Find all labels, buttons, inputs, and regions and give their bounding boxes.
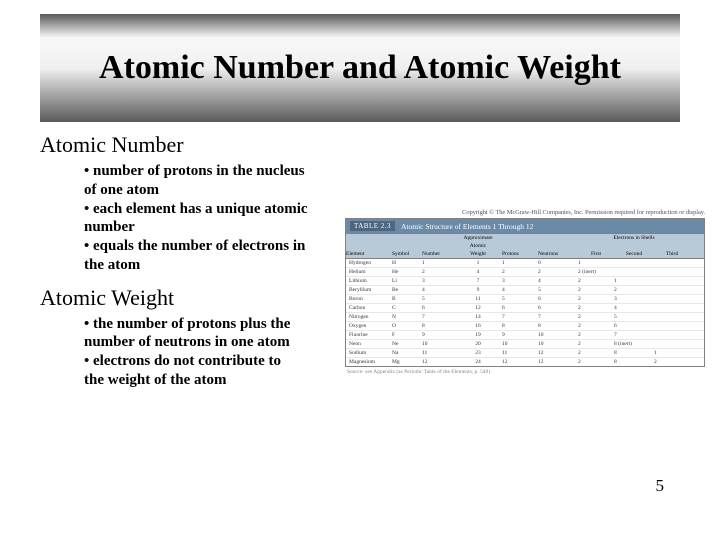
col-aw: Approximate — [454, 234, 502, 242]
table-row: SodiumNa11231112281 — [346, 349, 704, 358]
bullet-item: • each element has a unique atomic numbe… — [84, 200, 319, 238]
col-shells: Electrons in Shells — [578, 234, 690, 242]
bullet-item: • the number of protons plus the number … — [84, 315, 299, 353]
table-row: HydrogenH11101 — [346, 259, 704, 268]
figure-copyright: Copyright © The McGraw-Hill Companies, I… — [345, 209, 705, 216]
bullet-item: • electrons do not contribute to the wei… — [84, 352, 299, 390]
table-row: OxygenO8168826 — [346, 322, 704, 331]
table-row: CarbonC6126624 — [346, 304, 704, 313]
title-banner: Atomic Number and Atomic Weight — [40, 14, 680, 122]
col-second: Second — [614, 250, 654, 258]
table-row: HeliumHe24222 (inert) — [346, 268, 704, 277]
table-row: NitrogenN7147725 — [346, 313, 704, 322]
bullet-item: • number of protons in the nucleus of on… — [84, 162, 319, 200]
figure-footnote: Source: see Appendix (as Periodic Table … — [345, 369, 705, 375]
col-protons: Protons — [502, 250, 538, 258]
bullets-atomic-weight: • the number of protons plus the number … — [84, 315, 299, 390]
col-third: Third — [654, 250, 690, 258]
bullet-item: • equals the number of electrons in the … — [84, 237, 319, 275]
bullets-atomic-number: • number of protons in the nucleus of on… — [84, 162, 319, 275]
page-number: 5 — [656, 476, 665, 496]
col-symbol: Symbol — [392, 250, 422, 258]
table-row: BoronB5115623 — [346, 295, 704, 304]
col-neutrons: Neutrons — [538, 250, 578, 258]
table-row: BerylliumBe494522 — [346, 286, 704, 295]
table-title: Atomic Structure of Elements 1 Through 1… — [401, 222, 533, 231]
table-row: MagnesiumMg12241212282 — [346, 358, 704, 366]
table-figure: Copyright © The McGraw-Hill Companies, I… — [345, 209, 705, 375]
table-row: NeonNe1020101028 (inert) — [346, 340, 704, 349]
section-heading-atomic-number: Atomic Number — [40, 132, 680, 158]
col-element: Element — [346, 250, 392, 258]
slide-title: Atomic Number and Atomic Weight — [99, 48, 621, 87]
table-row: FluorineF91991027 — [346, 331, 704, 340]
table-column-headers: Approximate Electrons in Shells Atomic E… — [346, 234, 704, 259]
atomic-structure-table: TABLE 2.3 Atomic Structure of Elements 1… — [345, 218, 705, 367]
table-body: HydrogenH11101HeliumHe24222 (inert)Lithi… — [346, 259, 704, 366]
table-row: LithiumLi373421 — [346, 277, 704, 286]
col-first: First — [578, 250, 614, 258]
col-number: Number — [422, 250, 454, 258]
table-title-bar: TABLE 2.3 Atomic Structure of Elements 1… — [346, 219, 704, 234]
table-label: TABLE 2.3 — [350, 221, 395, 231]
